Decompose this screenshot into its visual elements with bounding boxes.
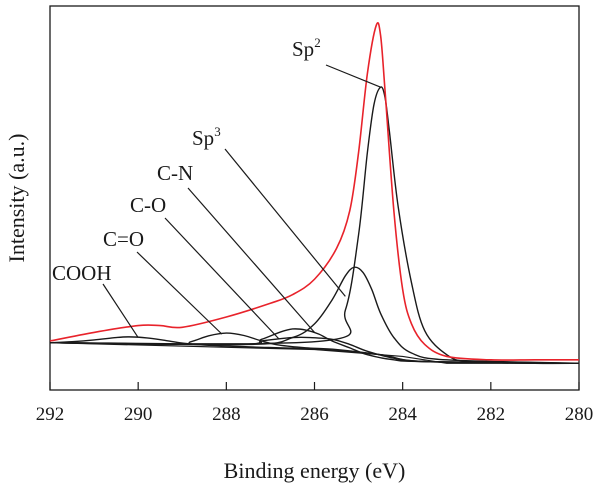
x-tick-label: 290	[124, 404, 153, 425]
annotation-labels: Sp2 Sp3 C-N C-O C=O COOH	[52, 35, 321, 285]
x-tick-label: 292	[36, 404, 65, 425]
x-tick-label: 286	[300, 404, 329, 425]
peak-label: C-O	[130, 193, 166, 217]
envelope-curve	[49, 22, 579, 361]
leader-line	[187, 187, 315, 333]
peak-label: COOH	[52, 261, 112, 285]
leader-line	[224, 148, 346, 297]
annotation-leaders	[102, 64, 381, 340]
x-tick-label: 282	[477, 404, 506, 425]
component-curves	[49, 86, 580, 365]
x-tick-label: 280	[565, 404, 594, 425]
leader-line	[164, 217, 280, 340]
peak-label: Sp2	[292, 35, 321, 61]
leader-line	[136, 251, 223, 335]
peak-label: C=O	[103, 227, 144, 251]
x-axis-ticks: 292 290 288 286 284 282 280	[36, 382, 594, 425]
x-axis-title: Binding energy (eV)	[224, 458, 406, 483]
component-curve-2	[49, 266, 580, 364]
component-curve-6	[49, 336, 580, 364]
component-curve-4	[49, 336, 580, 364]
leader-line	[102, 283, 139, 338]
envelope-curve-layer	[49, 22, 579, 361]
x-tick-label: 284	[388, 404, 417, 425]
x-tick-label: 288	[212, 404, 241, 425]
leader-line	[325, 64, 381, 88]
peak-label: Sp3	[192, 124, 221, 150]
component-curve-3	[49, 328, 580, 364]
y-axis-title: Intensity (a.u.)	[4, 134, 29, 263]
component-curve-1	[49, 86, 580, 365]
peak-label: C-N	[157, 161, 193, 185]
